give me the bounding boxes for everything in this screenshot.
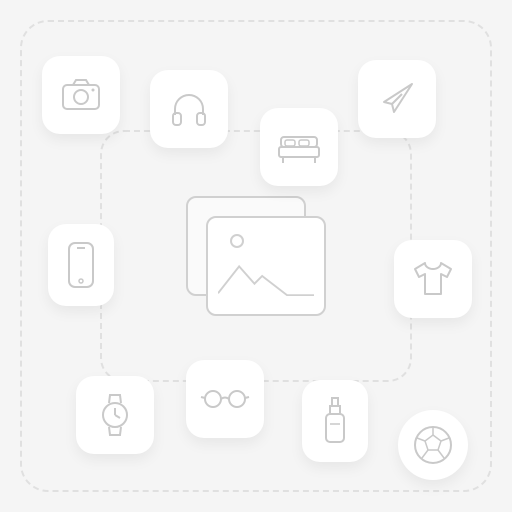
soccer-ball-icon <box>411 423 455 467</box>
category-tile-watch[interactable] <box>76 376 154 454</box>
category-tile-shirt[interactable] <box>394 240 472 318</box>
placeholder-sun-icon <box>230 234 244 248</box>
category-tile-bed[interactable] <box>260 108 338 186</box>
category-tile-camera[interactable] <box>42 56 120 134</box>
placeholder-front-card <box>206 216 326 316</box>
camera-icon <box>59 73 103 117</box>
image-placeholder <box>186 196 326 316</box>
watch-icon <box>93 391 137 439</box>
headphones-icon <box>167 87 211 131</box>
placeholder-mountain-icon <box>218 256 314 296</box>
phone-icon <box>63 239 99 291</box>
category-tile-headphones[interactable] <box>150 70 228 148</box>
category-tile-plane[interactable] <box>358 60 436 138</box>
category-tile-glasses[interactable] <box>186 360 264 438</box>
plane-icon <box>374 76 420 122</box>
glasses-icon <box>199 387 251 411</box>
spray-bottle-icon <box>318 394 352 448</box>
bed-icon <box>275 125 323 169</box>
shirt-icon <box>409 257 457 301</box>
category-tile-phone[interactable] <box>48 224 114 306</box>
category-tile-spray[interactable] <box>302 380 368 462</box>
category-tile-ball[interactable] <box>398 410 468 480</box>
